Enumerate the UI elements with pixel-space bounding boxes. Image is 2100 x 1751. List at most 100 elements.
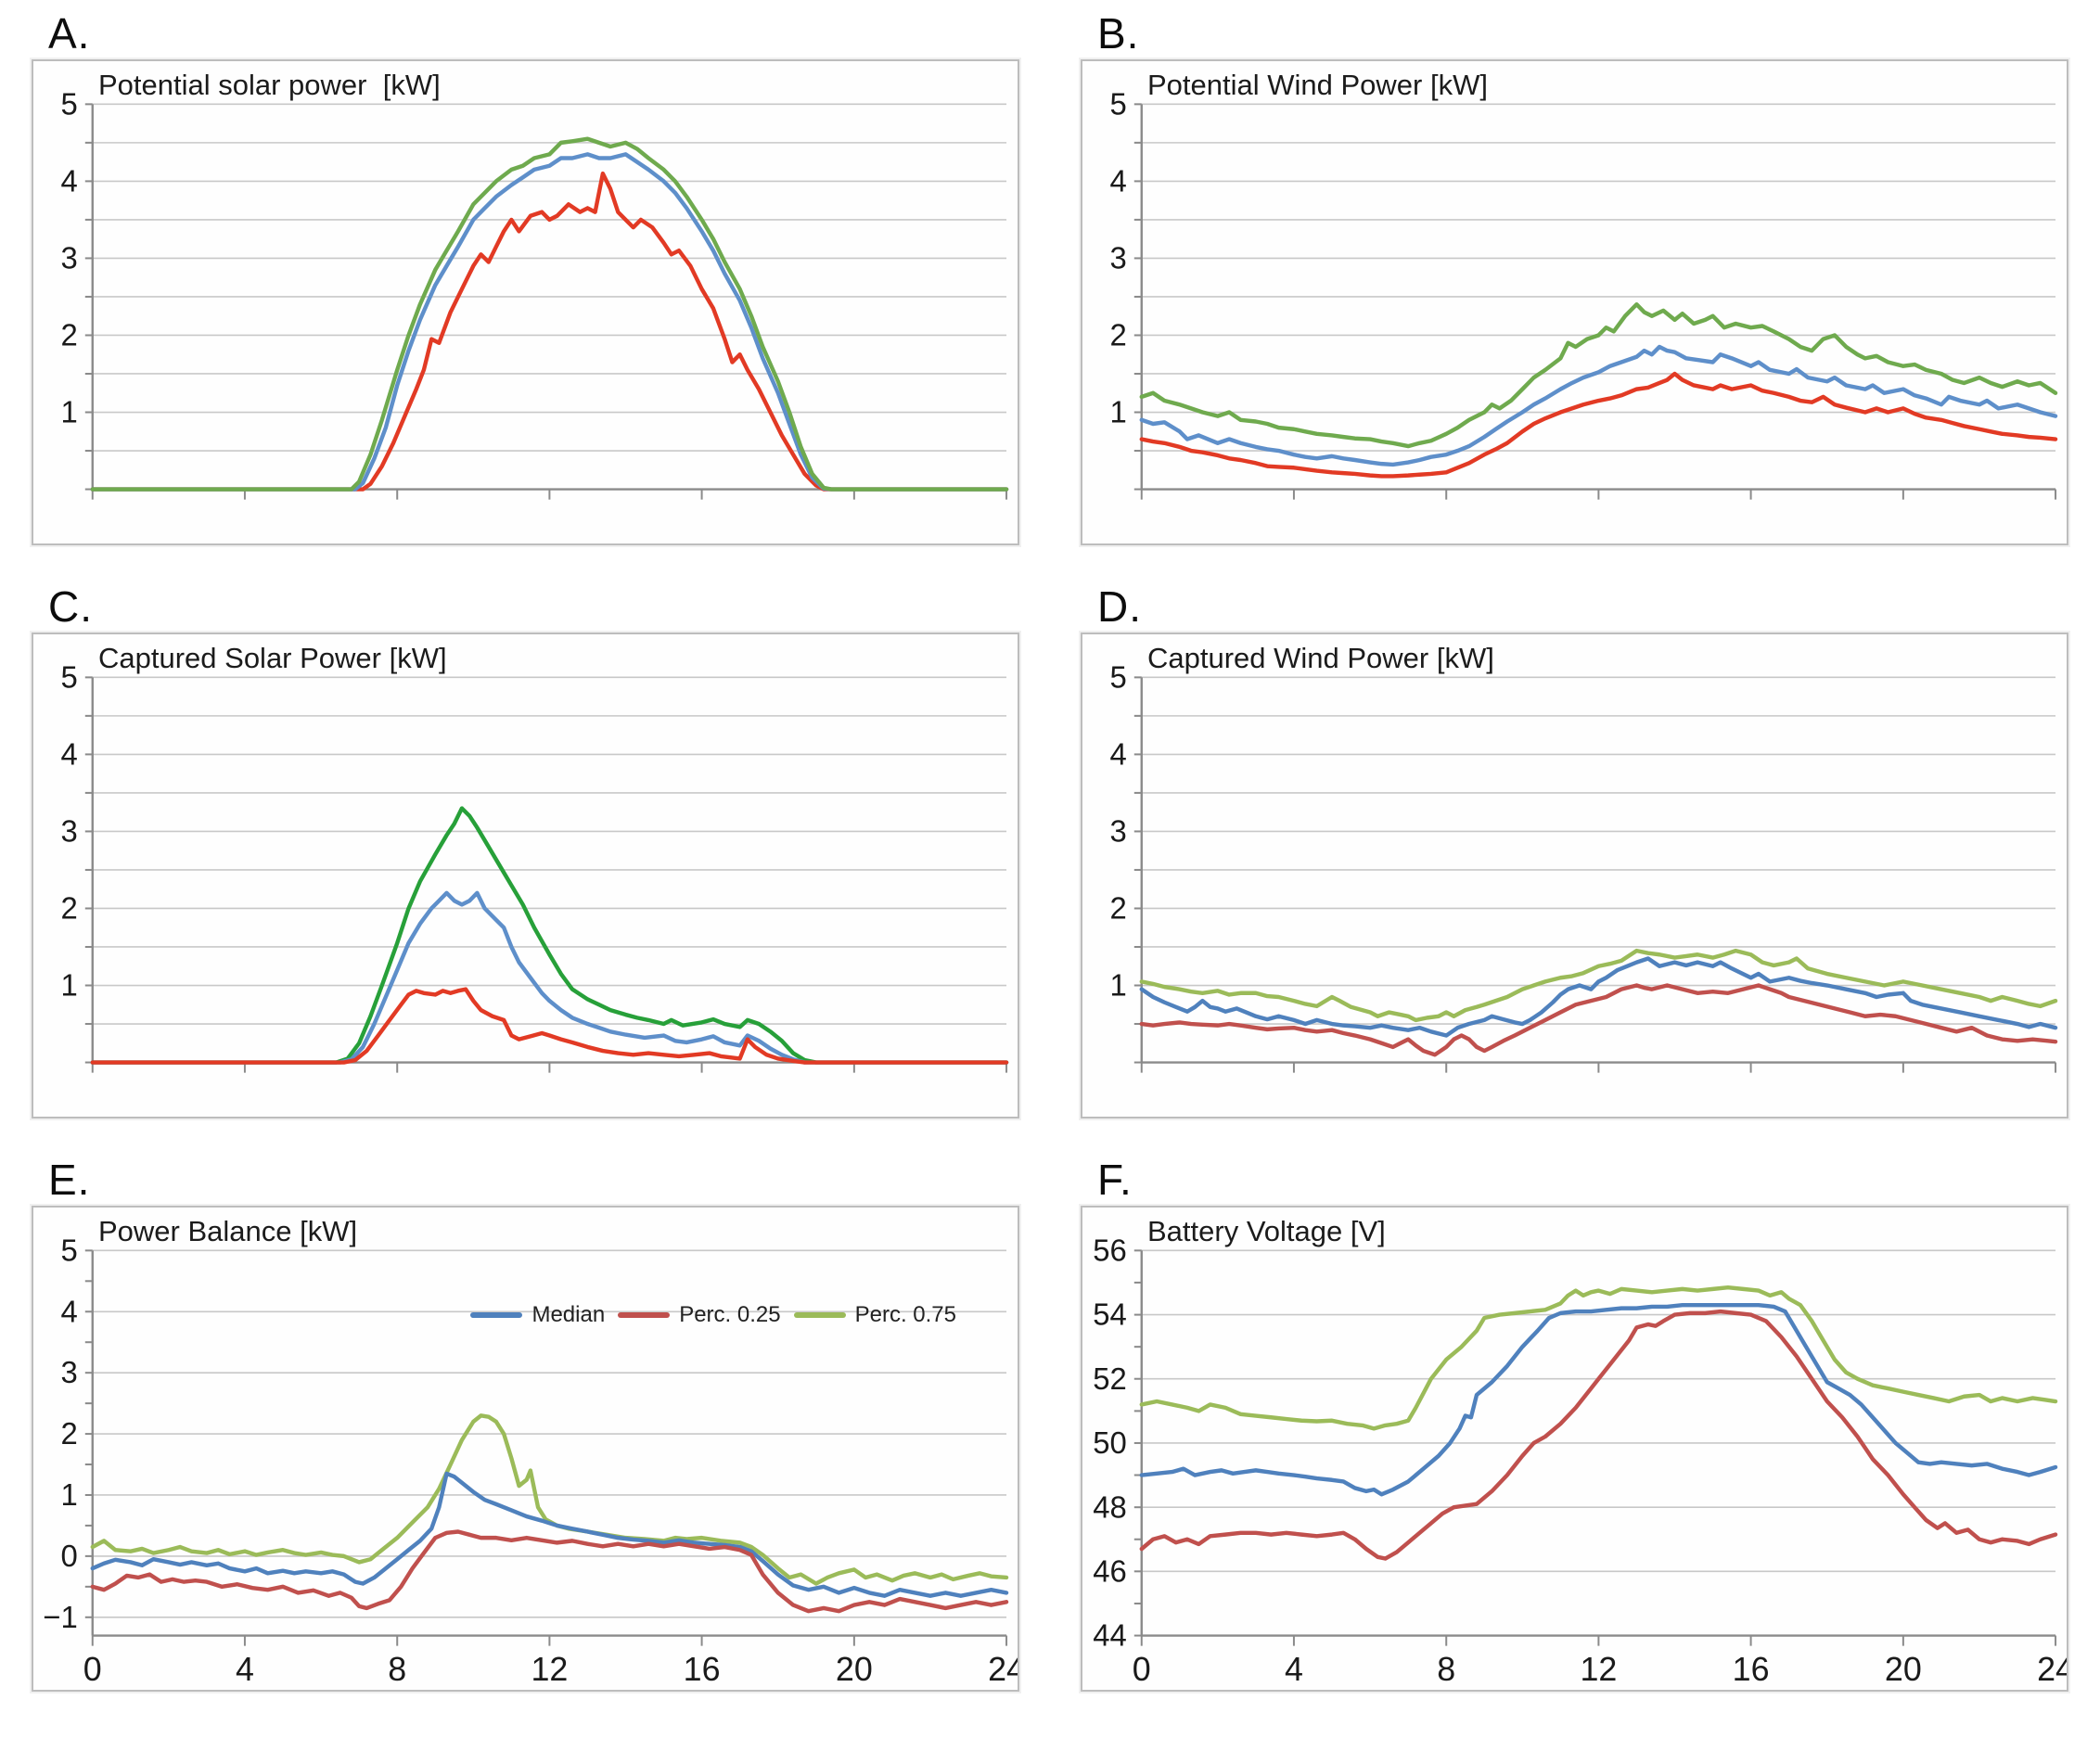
y-tick-label: 4 <box>61 737 78 772</box>
y-tick-label: 4 <box>61 164 78 198</box>
panel-letter-c: C. <box>48 582 93 631</box>
y-tick-label: 48 <box>1093 1490 1127 1525</box>
x-tick-label: 4 <box>236 1650 254 1688</box>
panel-power-balance: E. Power Balance [kW] Median Perc. 0.25 … <box>32 1156 1019 1692</box>
y-tick-label: 2 <box>1110 891 1127 926</box>
x-tick-label: 8 <box>388 1650 406 1688</box>
y-tick-label: 4 <box>1110 737 1127 772</box>
y-tick-label: −1 <box>43 1601 77 1635</box>
panel-letter-e: E. <box>48 1156 91 1204</box>
y-tick-label: 5 <box>61 660 78 695</box>
y-tick-label: 5 <box>1110 660 1127 695</box>
y-tick-label: 0 <box>61 1540 78 1574</box>
chart-title-captured-wind: Captured Wind Power [kW] <box>1147 642 1494 674</box>
series-line-perc-0-25 <box>1139 371 2058 479</box>
series-line-median <box>90 1471 1009 1598</box>
chart-canvas-potential-solar: 1 2 3 4 5 <box>61 87 1009 500</box>
y-tick-label: 1 <box>1110 968 1127 1003</box>
series-line-perc-0-75 <box>90 136 1009 492</box>
y-tick-label: 44 <box>1093 1618 1127 1653</box>
series-line-median <box>90 152 1009 492</box>
panel-potential-wind: B. Potential Wind Power [kW] 1 2 3 4 5 <box>1081 9 2068 545</box>
series-line-median <box>1139 1302 2058 1497</box>
panel-potential-solar: A. Potential solar power [kW] 1 2 3 4 5 <box>32 9 1019 545</box>
x-tick-label: 12 <box>531 1650 568 1688</box>
x-tick-label: 16 <box>1733 1650 1770 1688</box>
panel-letter-a: A. <box>48 9 91 58</box>
y-tick-label: 1 <box>1110 395 1127 429</box>
chart-box-c: Captured Solar Power [kW] 1 2 3 4 5 <box>32 633 1019 1118</box>
panel-letter-f: F. <box>1097 1156 1133 1204</box>
x-tick-label: 16 <box>684 1650 721 1688</box>
legend-item-perc025: Perc. 0.25 <box>618 1302 781 1328</box>
y-tick-label: 2 <box>61 318 78 352</box>
y-tick-label: 46 <box>1093 1554 1127 1589</box>
series-line-perc-0-25 <box>1139 983 2058 1057</box>
chart-box-b: Potential Wind Power [kW] 1 2 3 4 5 <box>1081 59 2068 545</box>
y-tick-label: 5 <box>61 87 78 121</box>
series-line-perc-0-75 <box>90 1413 1009 1586</box>
chart-canvas-potential-wind: 1 2 3 4 5 <box>1110 87 2058 500</box>
y-tick-label: 5 <box>1110 87 1127 121</box>
y-tick-label: 52 <box>1093 1362 1127 1397</box>
chart-canvas-captured-wind: 1 2 3 4 5 <box>1110 660 2058 1073</box>
series-line-median <box>1139 956 2058 1038</box>
chart-box-a: Potential solar power [kW] 1 2 3 4 5 <box>32 59 1019 545</box>
x-tick-label: 0 <box>1133 1650 1151 1688</box>
series-line-median <box>90 890 1009 1065</box>
legend-line-perc075-icon <box>793 1312 846 1318</box>
legend: Median Perc. 0.25 Perc. 0.75 <box>470 1302 956 1328</box>
chart-title-captured-solar: Captured Solar Power [kW] <box>98 642 447 674</box>
legend-label-perc075: Perc. 0.75 <box>854 1302 956 1327</box>
chart-box-d: Captured Wind Power [kW] 1 2 3 4 5 <box>1081 633 2068 1118</box>
y-tick-label: 3 <box>1110 814 1127 849</box>
series-line-perc-0-25 <box>90 1529 1009 1614</box>
y-tick-label: 3 <box>61 814 78 849</box>
y-tick-label: 3 <box>1110 241 1127 275</box>
y-tick-label: 2 <box>61 891 78 926</box>
x-tick-label: 8 <box>1437 1650 1455 1688</box>
y-tick-label: 2 <box>1110 318 1127 352</box>
legend-line-median-icon <box>470 1312 523 1318</box>
panel-letter-d: D. <box>1097 582 1142 631</box>
y-tick-label: 4 <box>61 1295 78 1329</box>
series-line-perc-0-25 <box>90 987 1009 1065</box>
x-tick-label: 4 <box>1285 1650 1303 1688</box>
series-line-perc-0-75 <box>90 806 1009 1065</box>
series-line-perc-0-25 <box>90 171 1009 492</box>
x-tick-label: 12 <box>1580 1650 1617 1688</box>
series-line-perc-0-75 <box>1139 1284 2058 1431</box>
series-line-perc-0-75 <box>1139 302 2058 449</box>
x-tick-label: 20 <box>836 1650 873 1688</box>
y-tick-label: 1 <box>61 968 78 1003</box>
x-tick-label: 0 <box>83 1650 102 1688</box>
panel-captured-wind: D. Captured Wind Power [kW] 1 2 3 4 5 <box>1081 582 2068 1118</box>
y-tick-label: 54 <box>1093 1298 1127 1333</box>
panel-captured-solar: C. Captured Solar Power [kW] 1 2 3 4 5 <box>32 582 1019 1118</box>
chart-title-battery-voltage: Battery Voltage [V] <box>1147 1215 1386 1247</box>
series-line-median <box>1139 344 2058 467</box>
x-tick-label: 24 <box>2037 1650 2067 1688</box>
y-tick-label: 3 <box>61 1356 78 1390</box>
y-tick-label: 50 <box>1093 1426 1127 1461</box>
legend-label-perc025: Perc. 0.25 <box>679 1302 781 1327</box>
legend-label-median: Median <box>531 1302 606 1327</box>
x-tick-label: 20 <box>1885 1650 1922 1688</box>
series-line-perc-0-75 <box>1139 948 2058 1023</box>
y-tick-label: 2 <box>61 1417 78 1451</box>
legend-item-median: Median <box>470 1302 605 1328</box>
chart-box-f: Battery Voltage [V] 44 46 48 50 52 54 56 0 4 8 12 1… <box>1081 1206 2068 1692</box>
chart-box-e: Power Balance [kW] Median Perc. 0.25 Per… <box>32 1206 1019 1692</box>
y-tick-label: 5 <box>61 1233 78 1268</box>
y-tick-label: 3 <box>61 241 78 275</box>
chart-title-potential-wind: Potential Wind Power [kW] <box>1147 69 1488 101</box>
panel-letter-b: B. <box>1097 9 1140 58</box>
chart-title-potential-solar: Potential solar power [kW] <box>98 69 441 101</box>
y-tick-label: 56 <box>1093 1233 1127 1268</box>
series-line-perc-0-25 <box>1139 1309 2058 1561</box>
legend-line-perc025-icon <box>618 1312 671 1318</box>
